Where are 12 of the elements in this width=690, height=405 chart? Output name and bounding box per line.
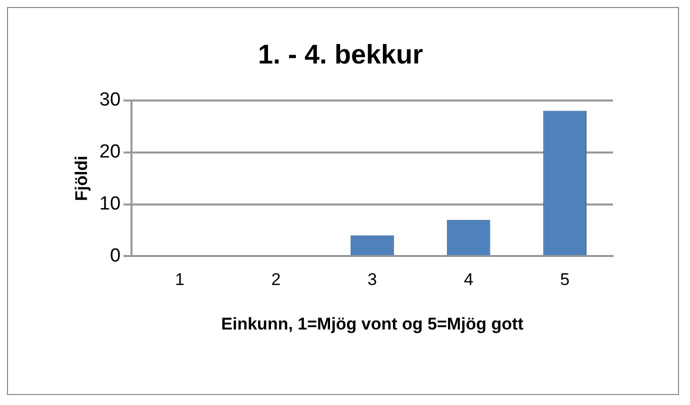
x-axis-title: Einkunn, 1=Mjög vont og 5=Mjög gott <box>221 314 524 334</box>
x-tick-label: 2 <box>271 270 281 290</box>
y-tick-label: 10 <box>99 194 121 214</box>
x-tick-label: 4 <box>464 270 474 290</box>
y-axis-title: Fjöldi <box>72 156 91 201</box>
y-tick-label: 30 <box>99 90 121 111</box>
y-tick-label: 20 <box>99 142 121 163</box>
x-tick-label: 1 <box>174 270 184 290</box>
y-tick-label: 0 <box>110 245 121 266</box>
chart-title: 1. - 4. bekkur <box>258 40 424 70</box>
x-tick-label: 5 <box>560 270 570 290</box>
x-tick-label: 3 <box>368 270 377 290</box>
